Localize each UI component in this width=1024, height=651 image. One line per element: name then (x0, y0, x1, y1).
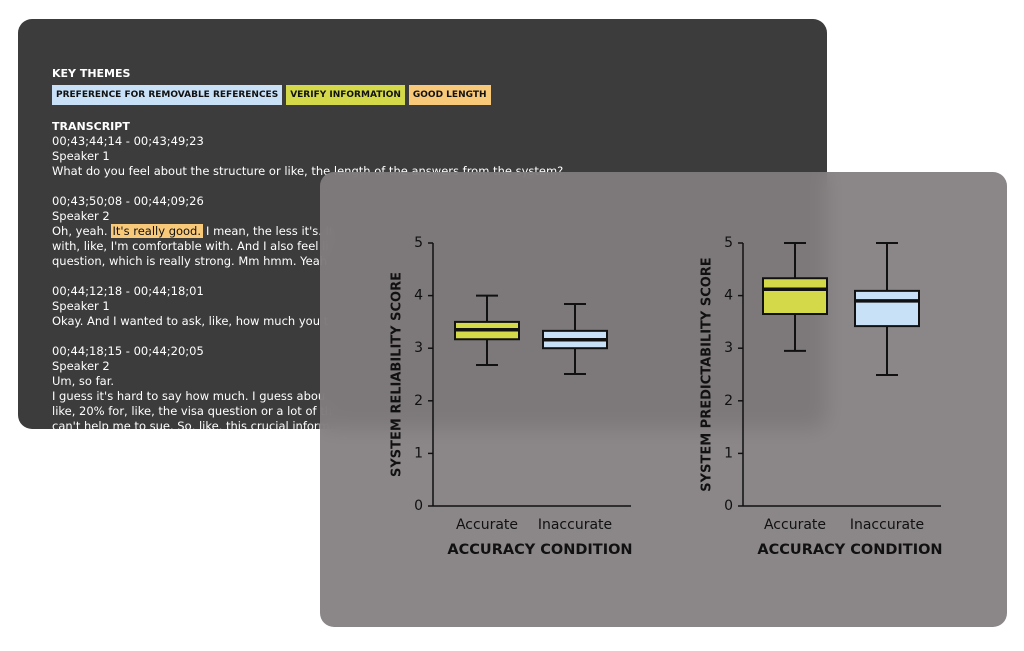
speaker: Speaker 2 (52, 359, 110, 373)
timestamp: 00;43;50;08 - 00;44;09;26 (52, 194, 204, 208)
y-tick-label: 1 (414, 445, 423, 461)
y-tick-label: 4 (724, 288, 733, 304)
x-tick-label: Accurate (456, 517, 518, 533)
entry: 00;43;44;14 - 00;43;49;23 Speaker 1 What d… (52, 134, 563, 179)
highlight: It's really good. (110, 224, 204, 238)
speaker: Speaker 1 (52, 299, 110, 313)
transcript-doc: KEY THEMES PREFERENCE FOR REMOVABLE REFE… (52, 66, 563, 429)
timestamp: 00;43;44;14 - 00;43;49;23 (52, 134, 204, 148)
line: I guess it's hard to say how much. I gue… (52, 389, 326, 403)
box (762, 277, 828, 316)
entries: 00;43;44;14 - 00;43;49;23 Speaker 1 What d… (52, 134, 563, 429)
speaker: Speaker 1 (52, 149, 110, 163)
speaker: Speaker 2 (52, 209, 110, 223)
x-tick-label: Inaccurate (850, 517, 924, 533)
chart-panel (320, 172, 1007, 627)
y-tick-label: 2 (414, 393, 423, 409)
line: like, 20% for, like, the visa question o… (52, 404, 333, 418)
tags: PREFERENCE FOR REMOVABLE REFERENCES VERIF… (52, 85, 563, 105)
line: Okay. And I wanted to ask, like, how muc… (52, 314, 329, 328)
text: Oh, yeah. (52, 224, 108, 238)
entry: 00;44;12;18 - 00;44;18;01 Speaker 1 Okay. … (52, 284, 563, 329)
x-tick-label: Inaccurate (538, 517, 612, 533)
line: question, which is really strong. Mm hmm… (52, 254, 328, 268)
y-tick-label: 2 (724, 393, 733, 409)
y-axis-label: SYSTEM PREDICTABILITY SCORE (700, 257, 715, 491)
timestamp: 00;44;18;15 - 00;44;20;05 (52, 344, 204, 358)
timestamp: 00;44;12;18 - 00;44;18;01 (52, 284, 204, 298)
y-tick-label: 4 (414, 288, 423, 304)
y-tick-label: 5 (724, 235, 733, 251)
line: can't help me to sue. So, like, this cru… (52, 419, 330, 429)
theme-tag: VERIFY INFORMATION (286, 85, 405, 105)
x-axis-label: ACCURACY CONDITION (757, 542, 942, 558)
themes-title: KEY THEMES (52, 67, 131, 80)
y-tick-label: 0 (414, 498, 423, 514)
line: Oh, yeah. It's really good. I mean, the le… (52, 224, 563, 239)
entry: 00;43;50;08 - 00;44;09;26 Speaker 2 Oh, ye… (52, 194, 563, 269)
theme-tag: PREFERENCE FOR REMOVABLE REFERENCES (52, 85, 283, 105)
text: I mean, the less it's. It (206, 224, 334, 238)
y-tick-label: 1 (724, 445, 733, 461)
y-tick-label: 3 (724, 340, 733, 356)
y-axis-label: SYSTEM RELIABILITY SCORE (390, 272, 405, 477)
x-axis-label: ACCURACY CONDITION (447, 542, 632, 558)
box (854, 289, 920, 328)
theme-tag: GOOD LENGTH (408, 85, 491, 105)
transcript-title: TRANSCRIPT (52, 120, 130, 133)
y-tick-label: 3 (414, 340, 423, 356)
entry: 00;44;18;15 - 00;44;20;05 Speaker 2 Um, so… (52, 344, 563, 429)
x-tick-label: Accurate (764, 517, 826, 533)
y-tick-label: 5 (414, 235, 423, 251)
line: Um, so far. (52, 374, 115, 388)
y-tick-label: 0 (724, 498, 733, 514)
line: with, like, I'm comfortable with. And I … (52, 239, 329, 253)
